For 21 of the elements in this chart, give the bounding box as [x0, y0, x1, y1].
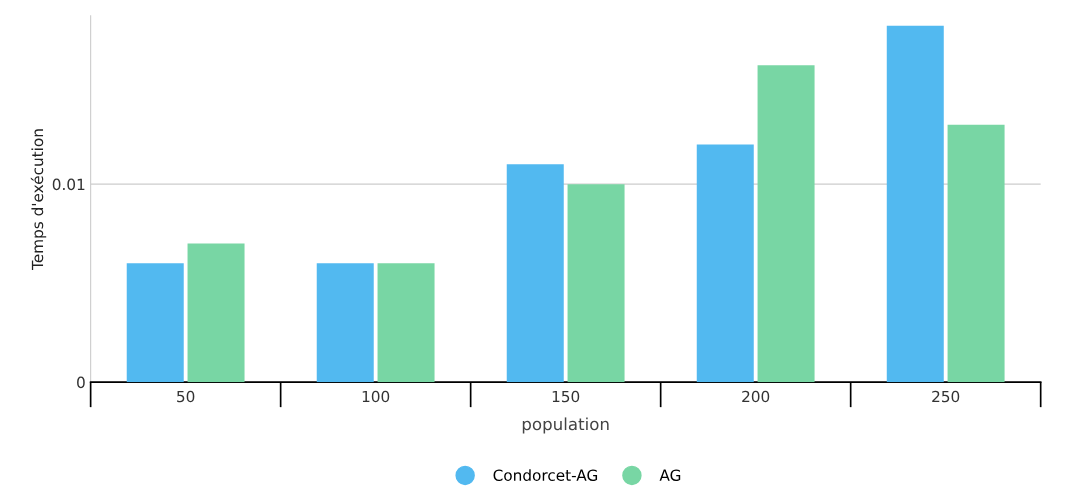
legend-label: Condorcet-AG [493, 469, 598, 481]
x-tick-label: 50 [177, 390, 195, 403]
bar [947, 124, 1005, 383]
bar [696, 144, 754, 383]
y-tick-label: 0 [77, 376, 85, 389]
y-axis-title: Temps d'exécution [30, 129, 47, 270]
bar [377, 263, 435, 383]
x-tick-label: 100 [362, 390, 390, 403]
x-tick-label: 200 [742, 390, 770, 403]
bar [316, 263, 374, 383]
legend-label: AG [659, 469, 681, 481]
x-tick-label: 150 [552, 390, 580, 403]
bar [126, 263, 184, 383]
bar [506, 164, 564, 383]
x-axis-title: population [522, 417, 609, 434]
bar [187, 243, 245, 383]
bar [757, 65, 815, 383]
x-tick-label: 250 [932, 390, 960, 403]
bar [886, 25, 944, 383]
y-tick-label: 0.01 [52, 178, 85, 191]
bar [567, 184, 625, 383]
